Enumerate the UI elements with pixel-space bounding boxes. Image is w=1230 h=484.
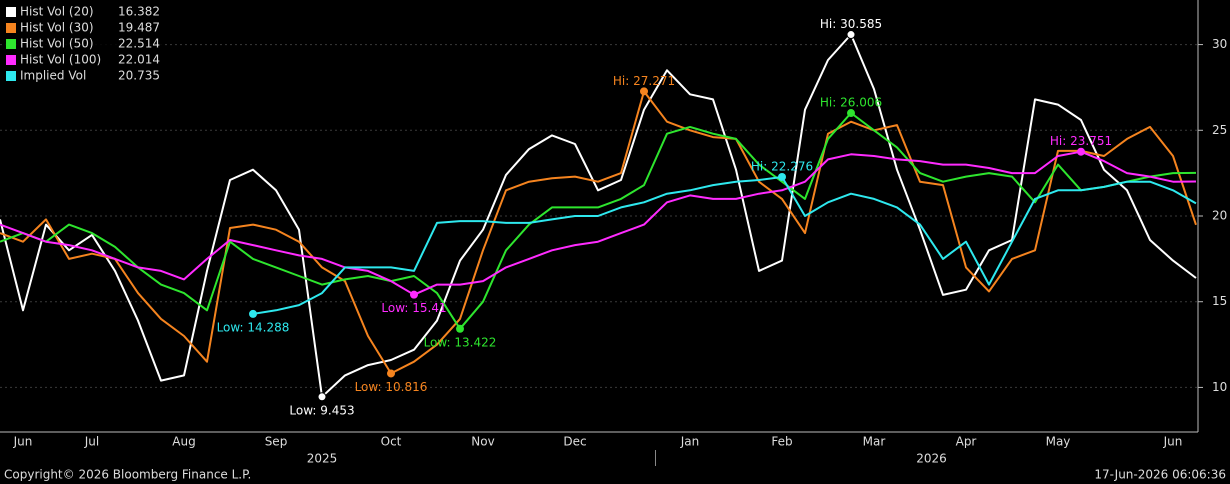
x-tick-label: Nov [471, 435, 494, 449]
x-tick-label: Mar [863, 435, 886, 449]
x-group-label: 2026 [916, 452, 947, 466]
annotation-label: Low: 15.41 [381, 301, 446, 315]
annotation-label: Low: 10.816 [355, 380, 428, 394]
annotation-label: Hi: 30.585 [820, 17, 882, 31]
x-tick-label: Aug [172, 435, 195, 449]
x-tick-label: Dec [563, 435, 586, 449]
annotation-label: Hi: 26.006 [820, 96, 882, 110]
annotation-marker [249, 309, 257, 318]
legend-value: 19.487 [118, 21, 160, 35]
annotation-marker [1077, 147, 1085, 156]
legend-label: Hist Vol (100) [20, 53, 101, 67]
y-tick-label: 10 [1212, 380, 1227, 394]
annotation-marker [846, 30, 856, 40]
annotation-marker [847, 109, 855, 118]
legend-swatch [6, 23, 16, 33]
legend-label: Hist Vol (20) [20, 5, 94, 19]
x-tick-label: Feb [771, 435, 792, 449]
x-tick-label: Jul [84, 435, 99, 449]
legend: Hist Vol (20) 16.382 Hist Vol (30) 19.487 Hi… [2, 2, 164, 88]
legend-label: Implied Vol [20, 69, 86, 83]
legend-background [2, 2, 164, 88]
series-line [252, 176, 1197, 315]
legend-swatch [6, 55, 16, 65]
legend-value: 22.014 [118, 53, 160, 67]
series-line [0, 150, 1197, 296]
annotation-marker [387, 369, 395, 378]
x-tick-label: May [1046, 435, 1071, 449]
legend-swatch [6, 71, 16, 81]
annotation-label: Low: 14.288 [217, 320, 290, 334]
legend-label: Hist Vol (30) [20, 21, 94, 35]
footer-left: Copyright© 2026 Bloomberg Finance L.P. [4, 468, 251, 482]
annotation-label: Low: 9.453 [289, 403, 354, 417]
annotation-marker [778, 172, 786, 181]
series-line [0, 112, 1197, 330]
series-line [0, 90, 1197, 375]
x-tick-label: Oct [381, 435, 402, 449]
annotation-marker [317, 392, 327, 402]
annotation-label: Low: 13.422 [424, 335, 497, 349]
x-tick-label: Jan [680, 435, 700, 449]
x-tick-label: Jun [1163, 435, 1183, 449]
legend-label: Hist Vol (50) [20, 37, 94, 51]
legend-value: 22.514 [118, 37, 160, 51]
y-tick-label: 20 [1212, 209, 1227, 223]
x-tick-label: Apr [956, 435, 977, 449]
x-tick-label: Sep [265, 435, 288, 449]
legend-value: 20.735 [118, 69, 160, 83]
annotation-label: Hi: 23.751 [1050, 134, 1112, 148]
y-tick-label: 15 [1212, 294, 1227, 308]
x-group-label: 2025 [307, 452, 338, 466]
annotation-marker [640, 87, 648, 96]
legend-swatch [6, 39, 16, 49]
y-tick-label: 25 [1212, 123, 1227, 137]
footer-right: 17-Jun-2026 06:06:36 [1094, 468, 1226, 482]
annotation-label: Hi: 27.271 [613, 74, 675, 88]
x-tick-label: Jun [13, 435, 33, 449]
legend-value: 16.382 [118, 5, 160, 19]
annotation-label: Hi: 22.276 [751, 159, 813, 173]
annotation-marker [410, 290, 418, 299]
legend-swatch [6, 7, 16, 17]
annotation-marker [456, 324, 464, 333]
y-tick-label: 30 [1212, 37, 1227, 51]
